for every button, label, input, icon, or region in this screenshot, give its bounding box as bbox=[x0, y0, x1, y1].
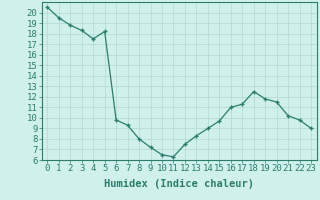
X-axis label: Humidex (Indice chaleur): Humidex (Indice chaleur) bbox=[104, 179, 254, 189]
